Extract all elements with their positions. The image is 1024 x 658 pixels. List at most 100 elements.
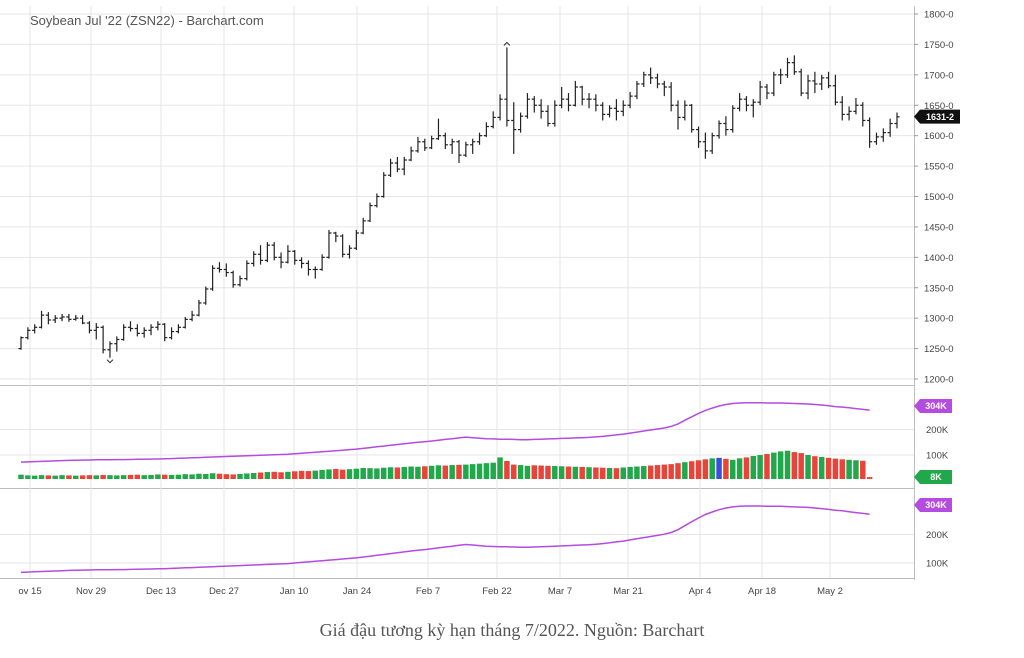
volume-bar <box>743 457 750 479</box>
volume-bar <box>593 467 599 479</box>
ohlc-bar <box>387 158 394 178</box>
ohlc-bar <box>216 262 223 273</box>
ohlc-bar <box>463 141 469 157</box>
ohlc-bar <box>381 172 387 198</box>
ohlc-bar <box>559 87 565 109</box>
open-interest-layer <box>20 401 870 574</box>
volume-bar <box>333 468 339 479</box>
ohlc-bar <box>121 324 127 341</box>
ohlc-bar <box>723 116 729 136</box>
date-tick-label: Dec 27 <box>209 586 239 597</box>
ohlc-bar <box>784 57 791 78</box>
ohlc-bar <box>894 112 900 129</box>
low-marker <box>106 359 114 364</box>
ohlc-bar <box>825 71 832 89</box>
ohlc-bar <box>552 100 558 127</box>
price-y-tick-label: 1500-0 <box>924 192 954 203</box>
ohlc-bar <box>702 132 708 159</box>
price-y-tick-label: 1250-0 <box>924 344 954 355</box>
ohlc-bar <box>408 146 414 162</box>
volume-bar <box>613 468 620 479</box>
ohlc-bar <box>346 245 353 259</box>
volume-bar <box>764 454 770 479</box>
ohlc-bar <box>162 323 168 342</box>
volume-bar <box>244 473 250 479</box>
volume-bar <box>326 469 332 479</box>
ohlc-bar <box>298 257 305 269</box>
ohlc-bar <box>880 128 886 142</box>
volume-bar <box>586 467 592 479</box>
volume-bar <box>442 465 449 479</box>
volume-bar <box>812 456 818 479</box>
oi-panel-badge-label: 304K <box>925 500 947 510</box>
volume-bar <box>456 464 462 479</box>
price-y-tick-label: 1450-0 <box>924 222 954 233</box>
volume-bar <box>203 473 209 479</box>
volume-bar <box>771 452 777 479</box>
volume-bar <box>497 457 503 479</box>
ohlc-bar <box>45 312 51 325</box>
volume-bar <box>798 453 804 479</box>
volume-bar <box>818 456 825 479</box>
ohlc-bar <box>743 96 750 112</box>
ohlc-bar <box>449 138 455 154</box>
ohlc-bar <box>538 99 544 119</box>
price-panel-bg <box>0 0 1024 385</box>
price-y-tick-label: 1600-0 <box>924 131 954 142</box>
ohlc-bar <box>107 341 113 358</box>
ohlc-bar <box>285 245 291 264</box>
volume-bar <box>641 466 647 479</box>
volume-bar <box>846 459 852 479</box>
volume-bar <box>777 451 784 479</box>
volume-bar <box>490 462 496 479</box>
date-tick-label: Mar 7 <box>548 586 572 597</box>
volume-bar <box>853 460 859 479</box>
volume-bar <box>517 465 524 479</box>
volume-bar <box>93 475 100 479</box>
ohlc-bar <box>93 323 99 340</box>
ohlc-bar <box>757 80 763 106</box>
volume-panel-oi-badge-label: 304K <box>925 401 947 411</box>
ohlc-bar <box>778 68 784 84</box>
ohlc-bar <box>689 104 695 133</box>
ohlc-bar <box>483 122 489 137</box>
date-tick-label: Apr 18 <box>748 586 776 597</box>
ohlc-bar <box>798 68 804 97</box>
ohlc-bar <box>237 275 243 287</box>
ohlc-bar <box>59 313 65 322</box>
ohlc-bar <box>326 229 332 259</box>
volume-y-tick-label: 200K <box>926 425 949 436</box>
volume-bar <box>134 474 141 479</box>
price-y-tick-label: 1350-0 <box>924 283 954 294</box>
volume-bar <box>168 474 175 479</box>
ohlc-bar <box>805 74 811 100</box>
ohlc-bar <box>579 85 585 106</box>
ohlc-bar <box>613 99 620 121</box>
volume-bars-layer <box>18 450 873 479</box>
ohlc-bar <box>429 135 435 150</box>
ohlc-bar <box>175 324 182 334</box>
volume-bar <box>73 475 79 479</box>
ohlc-bar <box>764 83 770 100</box>
ohlc-bar <box>264 242 270 263</box>
volume-bar <box>285 471 291 479</box>
volume-bar <box>627 467 633 479</box>
ohlc-bar <box>545 105 551 127</box>
ohlc-bar <box>333 231 339 243</box>
volume-y-tick-label: 100K <box>926 451 949 462</box>
ohlc-bar <box>223 263 229 277</box>
volume-bar <box>757 455 763 479</box>
volume-bar <box>86 475 93 479</box>
volume-bar <box>545 465 551 479</box>
ohlc-bar <box>750 99 756 118</box>
ohlc-bar <box>565 93 572 112</box>
volume-bar <box>469 464 476 479</box>
date-tick-label: Apr 4 <box>689 586 712 597</box>
volume-bar <box>661 464 668 479</box>
ohlc-bar <box>257 245 264 265</box>
volume-bar <box>257 472 264 479</box>
price-y-tick-label: 1700-0 <box>924 70 954 81</box>
last-price-badge-label: 1631-2 <box>926 112 954 122</box>
ohlc-bar <box>435 118 442 140</box>
price-y-tick-label: 1550-0 <box>924 162 954 173</box>
